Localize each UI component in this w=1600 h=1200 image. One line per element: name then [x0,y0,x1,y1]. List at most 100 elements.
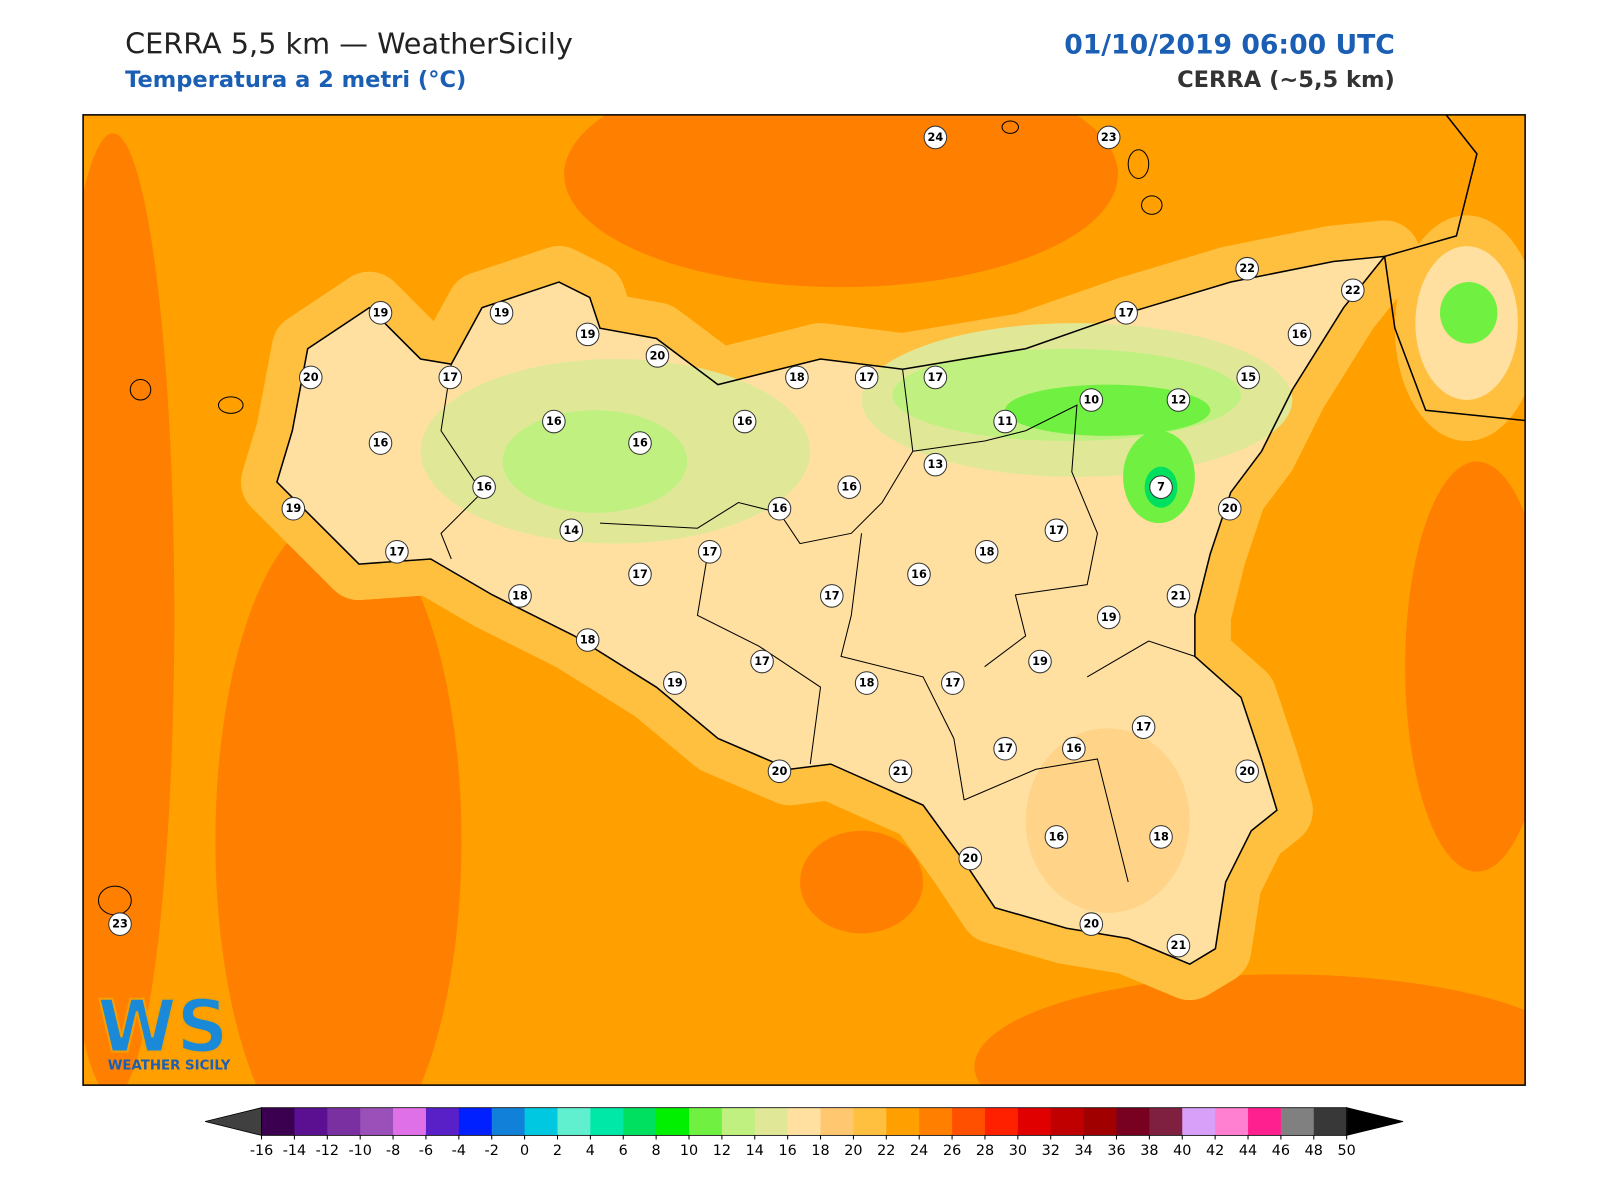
station-value: 23 [112,918,128,931]
colorbar-tick-label: -2 [485,1143,499,1159]
colorbar-tick-label: -16 [250,1143,273,1159]
station-value: 16 [841,481,857,494]
station-marker [1044,518,1069,543]
colorbar-bin [1116,1107,1150,1136]
station-value: 17 [442,371,458,384]
warm-zone [974,974,1526,1086]
station-marker [1149,825,1173,849]
logo-mark: WS [97,984,228,1068]
logo: WS WEATHER SICILY [96,983,231,1074]
station-value: 20 [772,765,788,778]
colorbar-tick-label: 4 [586,1143,595,1159]
colorbar-tick-label: 6 [619,1143,628,1159]
colorbar-bin [261,1107,295,1136]
station-marker [888,759,913,784]
station-value: 17 [389,545,405,558]
logo-name: WEATHER SICILY [108,1059,231,1074]
colorbar-bin [656,1107,690,1136]
station-marker [542,409,566,434]
colorbar-bin [1083,1107,1118,1136]
station-value: 11 [997,415,1013,428]
colorbar-bin [393,1107,427,1136]
colorbar-bin [360,1107,394,1136]
colorbar-tick-label: 8 [652,1143,661,1159]
station-marker [819,584,844,608]
station-value: 19 [1101,611,1117,624]
colorbar-tick-label: 40 [1173,1143,1191,1159]
colorbar-bin [689,1107,723,1136]
colorbar-bin [590,1107,624,1136]
station-marker [854,365,879,390]
station-marker [1166,388,1191,412]
colorbar-tick-label: 36 [1107,1143,1125,1159]
colorbar-tick-label: 0 [520,1143,529,1159]
colorbar-bin [984,1107,1019,1136]
island [217,396,244,414]
station-value: 16 [737,415,753,428]
title: CERRA 5,5 km — WeatherSicily [125,26,573,60]
station-value: 18 [859,677,875,690]
station-value: 17 [945,677,961,690]
date: 01/10/2019 06:00 UTC [1064,29,1395,60]
colorbar-tick-label: 48 [1305,1143,1323,1159]
station-marker [575,628,600,652]
colorbar-tick-label: 34 [1074,1143,1092,1159]
cold-zone [1005,384,1211,436]
station-value: 19 [373,306,389,319]
station-marker [1217,496,1242,521]
colorbar-bin [952,1107,986,1136]
station-marker [958,846,983,871]
station-marker [628,562,652,587]
colorbar-tick-label: 10 [680,1143,698,1159]
station-value: 18 [979,545,995,558]
station-marker [1166,584,1191,608]
station-marker [697,539,722,564]
colorbar-tick-label: 2 [553,1143,562,1159]
station-value: 19 [1032,655,1048,668]
station-value: 16 [1066,742,1082,755]
colorbar-bin [787,1107,822,1136]
station-marker [368,431,393,455]
colorbar-bin [853,1107,887,1136]
station-marker [854,671,879,695]
station-value: 17 [1049,524,1065,537]
station-value: 21 [893,765,909,778]
station-value: 20 [1239,765,1255,778]
station-marker [993,736,1017,761]
station-value: 15 [1240,371,1256,384]
colorbar-tick-label: 26 [943,1143,961,1159]
colorbar-bin [1215,1107,1249,1136]
colorbar-bin [1313,1107,1348,1136]
colorbar-under [205,1107,262,1136]
subtitle: Temperatura a 2 metri (°C) [125,67,466,93]
colorbar-bin [1017,1107,1052,1136]
station-value: 24 [928,131,944,144]
station-value: 17 [928,371,944,384]
island [1001,120,1019,134]
colorbar-tick-label: 24 [910,1143,928,1159]
station-value: 21 [1171,589,1187,602]
province-border [599,369,914,545]
station-value: 17 [1118,306,1134,319]
colorbar-bin [1182,1107,1216,1136]
station-marker [1079,388,1104,412]
station-value: 18 [1153,830,1169,843]
station-value: 17 [859,371,875,384]
colorbar-tick-label: -8 [386,1143,400,1159]
colorbar-tick-label: -12 [316,1143,339,1159]
colorbar-bin [1050,1107,1085,1136]
station-marker [645,344,670,368]
station-marker [1236,365,1260,390]
station-marker [575,322,600,347]
station-marker [1166,933,1191,958]
station-value: 21 [1171,939,1187,952]
station-marker [974,539,999,564]
station-value: 20 [303,371,319,384]
colorbar-tick-label: 14 [746,1143,764,1159]
station-marker [923,452,948,477]
map-area: WS WEATHER SICILY 24 23 22 22 17 16 19 19 19 20 20… [83,114,1526,1086]
colorbar-tick-label: 32 [1042,1143,1060,1159]
station-value: 20 [962,852,978,865]
